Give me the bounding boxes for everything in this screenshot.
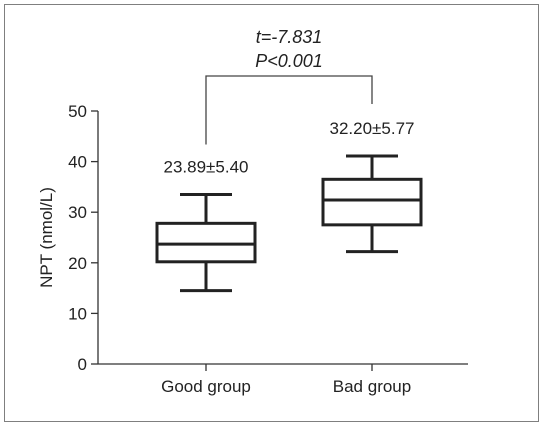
x-tick-label: Bad group — [333, 377, 411, 396]
box — [155, 221, 257, 264]
y-axis-label: NPT (nmol/L) — [37, 187, 56, 288]
y-tick-label: 50 — [68, 102, 87, 121]
y-tick-label: 30 — [68, 203, 87, 222]
y-tick-label: 40 — [68, 153, 87, 172]
mean-sd-label: 23.89±5.40 — [164, 157, 249, 176]
y-tick-label: 20 — [68, 254, 87, 273]
y-tick-label: 0 — [78, 355, 87, 374]
chart-frame — [4, 4, 539, 422]
t-statistic-label: t=-7.831 — [256, 27, 323, 47]
x-tick-label: Good group — [161, 377, 251, 396]
mean-sd-label: 32.20±5.77 — [330, 119, 415, 138]
significance-bracket — [205, 75, 373, 145]
y-tick-label: 10 — [68, 304, 87, 323]
box — [321, 177, 423, 227]
p-value-label: P<0.001 — [255, 51, 323, 71]
